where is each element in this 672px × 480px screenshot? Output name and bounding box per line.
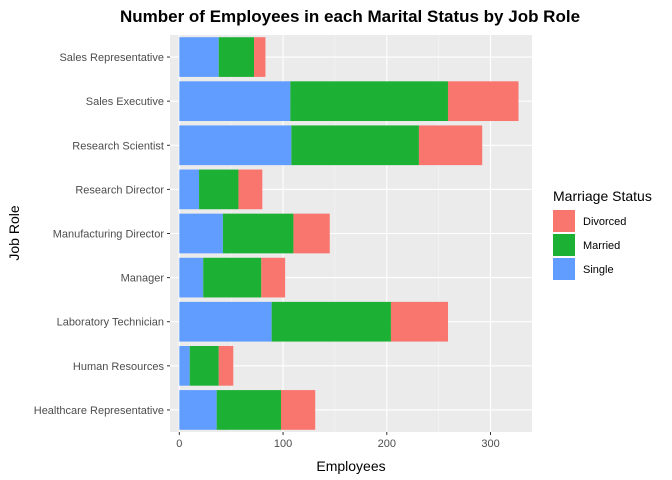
bar-divorced [390,301,448,342]
x-tick-label: 200 [378,438,396,450]
bar-divorced [254,37,266,77]
x-tick-label: 100 [274,438,292,450]
legend-key-single [553,258,575,280]
y-axis: Healthcare Representative Human Resources… [34,52,170,417]
bar-married [222,213,294,254]
bar-divorced [238,169,263,210]
y-tick-label: Healthcare Representative [34,405,164,417]
y-tick-label: Human Resources [73,361,165,373]
bar-single [179,390,217,430]
bar-single [179,213,223,254]
legend-label-married: Married [583,240,620,252]
bar-married [291,125,419,166]
bar-divorced [447,81,519,122]
bars [179,37,519,430]
y-tick-label: Research Scientist [72,140,164,152]
bar-single [179,345,190,386]
bar-married [216,390,281,430]
legend-title: Marriage Status [553,188,652,204]
bar-married [203,257,262,298]
bar-divorced [293,213,330,254]
bar-divorced [280,390,316,430]
y-tick-label: Sales Executive [86,96,164,108]
legend-label-single: Single [583,264,614,276]
y-tick-label: Manager [121,273,165,285]
y-tick-label: Research Director [75,184,164,196]
bar-divorced [261,257,286,298]
bar-single [179,81,291,122]
bar-single [179,257,204,298]
bar-married [199,169,239,210]
legend-key-married [553,234,575,256]
x-tick-label: 0 [176,438,182,450]
bar-married [290,81,448,122]
bar-divorced [418,125,483,166]
legend-key-divorced [553,210,575,232]
chart-title: Number of Employees in each Marital Stat… [120,7,580,26]
y-tick-label: Laboratory Technician [57,317,164,329]
x-axis-title: Employees [316,458,385,474]
y-tick-label: Manufacturing Director [53,229,165,241]
y-tick-label: Sales Representative [59,52,164,64]
bar-married [189,345,219,386]
bar-divorced [218,345,234,386]
bar-married [218,37,255,77]
legend: Marriage Status Divorced Married Single [553,188,652,280]
x-tick-label: 300 [481,438,499,450]
bar-single [179,125,292,166]
x-axis: 0 100 200 300 [176,432,500,450]
y-axis-title: Job Role [6,205,22,260]
bar-single [179,169,200,210]
legend-label-divorced: Divorced [583,216,626,228]
bar-single [179,301,272,342]
bar-single [179,37,219,77]
bar-married [271,301,391,342]
